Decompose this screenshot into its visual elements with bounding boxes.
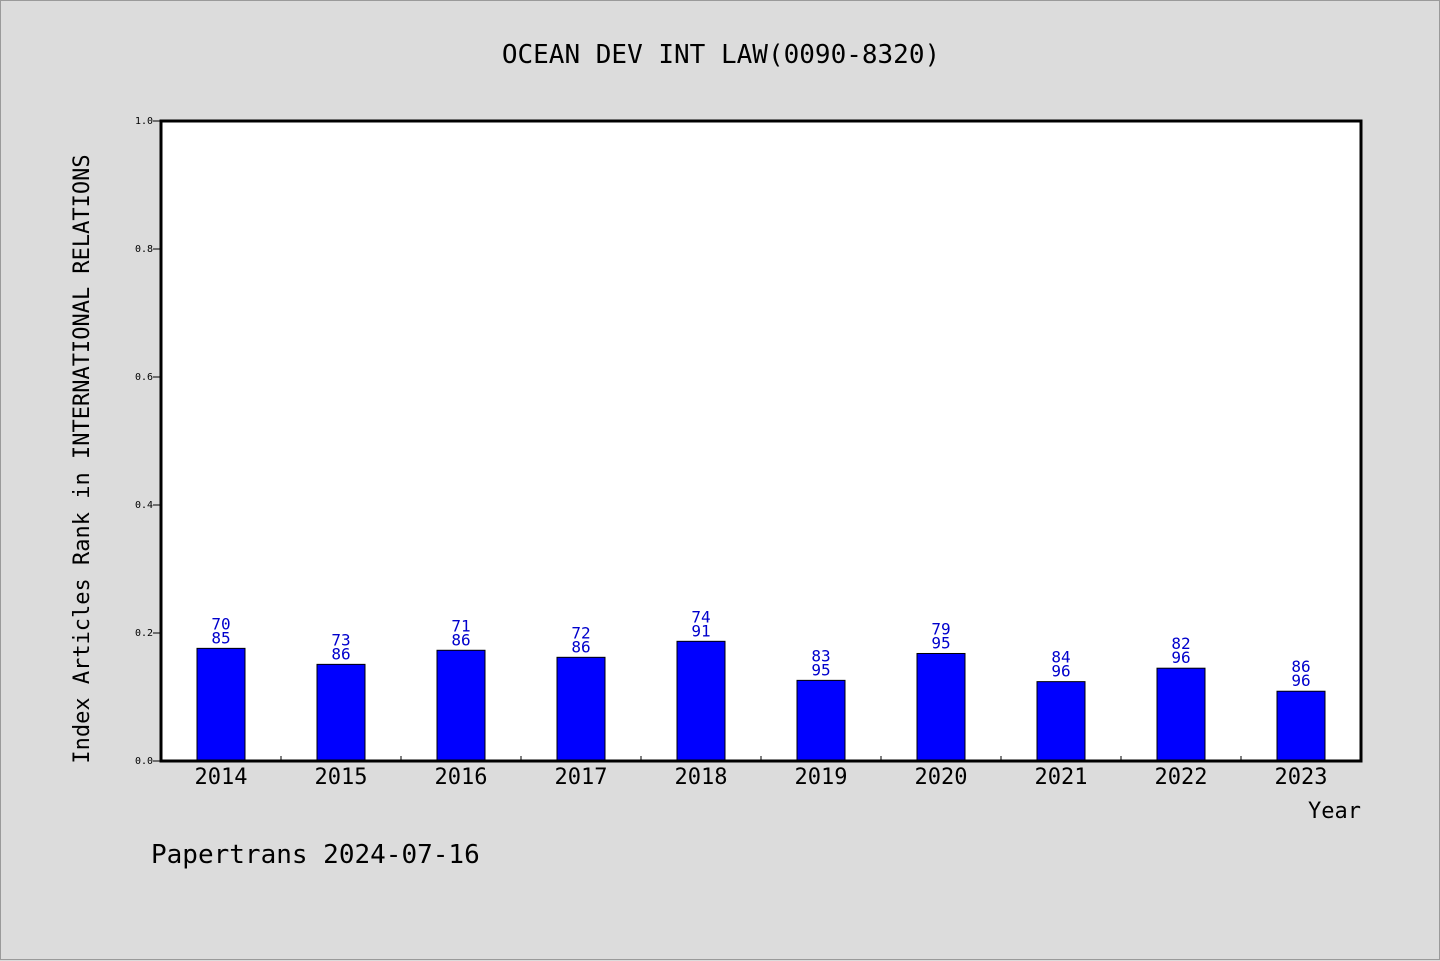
data-label-top-2018: 74 [691, 607, 710, 626]
y-tick-label: 0.4 [135, 500, 153, 511]
data-label-top-2019: 83 [811, 646, 830, 665]
bar-2021 [1036, 681, 1086, 762]
bar-2015 [316, 663, 366, 762]
x-axis-label: Year [1308, 799, 1361, 824]
x-category-label: 2014 [195, 765, 248, 790]
data-label-top-2017: 72 [571, 623, 590, 642]
y-axis-ticks: 0.0 0.2 0.4 0.6 0.8 1.0 [135, 116, 161, 767]
x-axis-category-labels: 2014 2015 2016 2017 2018 2019 2020 2021 2022 2023 [195, 765, 1328, 790]
bar-2019 [796, 679, 846, 762]
x-category-label: 2017 [555, 765, 608, 790]
data-label-bottom-2020: 95 [931, 633, 950, 652]
bar-2017 [556, 656, 606, 762]
data-label-top-2020: 79 [931, 619, 950, 638]
bar-2018 [676, 640, 726, 762]
plot-border [159, 119, 1363, 763]
y-tick-label: 0.2 [135, 628, 153, 639]
data-label-bottom-2017: 86 [571, 637, 590, 656]
footer-text: Papertrans 2024-07-16 [151, 840, 480, 870]
data-label-top-2022: 82 [1171, 634, 1190, 653]
data-label-bottom-2023: 96 [1291, 671, 1310, 690]
y-tick-label: 0.6 [135, 372, 153, 383]
y-tick-label: 0.0 [135, 756, 153, 767]
data-label-bottom-2016: 86 [451, 630, 470, 649]
bar-2016 [436, 649, 486, 762]
x-category-label: 2019 [795, 765, 848, 790]
data-label-bottom-2018: 91 [691, 621, 710, 640]
x-category-label: 2020 [915, 765, 968, 790]
chart-title: OCEAN DEV INT LAW(0090-8320) [502, 40, 940, 70]
x-category-label: 2015 [315, 765, 368, 790]
y-tick-label: 1.0 [135, 116, 153, 127]
plot-area [161, 121, 1361, 761]
bars-group [196, 640, 1326, 762]
x-category-label: 2018 [675, 765, 728, 790]
data-label-top-2023: 86 [1291, 657, 1310, 676]
data-label-bottom-2015: 86 [331, 644, 350, 663]
data-label-top-2016: 71 [451, 616, 470, 635]
x-category-label: 2023 [1275, 765, 1328, 790]
data-label-top-2015: 73 [331, 630, 350, 649]
x-category-label: 2022 [1155, 765, 1208, 790]
data-label-bottom-2022: 96 [1171, 648, 1190, 667]
bar-2022 [1156, 667, 1206, 762]
data-label-top-2014: 70 [211, 614, 230, 633]
data-label-top-2021: 84 [1051, 648, 1070, 667]
data-label-bottom-2014: 85 [211, 628, 230, 647]
x-category-label: 2016 [435, 765, 488, 790]
x-category-label: 2021 [1035, 765, 1088, 790]
y-tick-label: 0.8 [135, 244, 153, 255]
bar-2020 [916, 652, 966, 762]
data-label-bottom-2021: 96 [1051, 662, 1070, 681]
bar-2023 [1276, 690, 1326, 762]
bar-2014 [196, 647, 246, 762]
data-label-bottom-2019: 95 [811, 660, 830, 679]
y-axis-label: Index Articles Rank in INTERNATIONAL REL… [70, 154, 95, 763]
